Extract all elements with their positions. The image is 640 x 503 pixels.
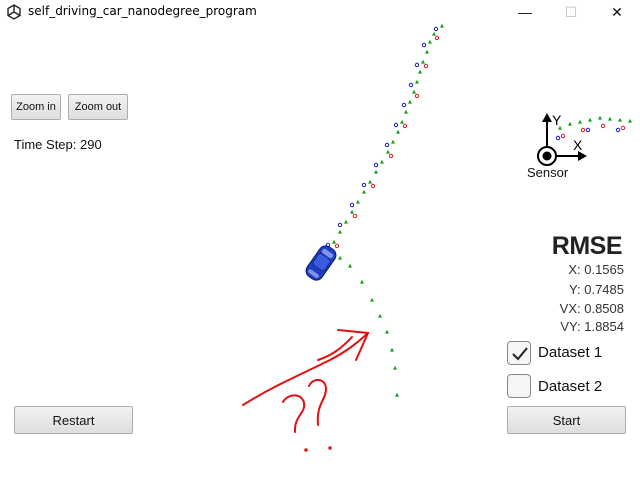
rmse-title: RMSE [551, 232, 623, 260]
estimate-marker [428, 39, 432, 44]
estimate-marker [344, 219, 348, 224]
dataset-1-checkbox[interactable] [507, 341, 531, 365]
dataset-1-label: Dataset 1 [538, 344, 603, 361]
estimate-marker [568, 121, 572, 126]
dataset-2-label: Dataset 2 [538, 378, 603, 395]
estimate-marker [404, 109, 408, 114]
lidar-marker [434, 35, 440, 41]
checkmark-icon [512, 347, 528, 361]
estimate-marker [386, 149, 390, 154]
estimate-marker [578, 119, 582, 124]
estimate-marker [618, 117, 622, 122]
start-button[interactable]: Start [507, 406, 626, 434]
sensor-label: Sensor [527, 165, 569, 180]
sensor-axes-icon [537, 113, 587, 166]
radar-marker [408, 82, 414, 88]
estimate-marker [608, 116, 612, 121]
lidar-marker [370, 183, 376, 189]
unity-icon [7, 4, 21, 20]
radar-marker [414, 62, 420, 68]
estimate-marker [385, 329, 389, 334]
estimate-marker [412, 89, 416, 94]
estimate-marker [415, 79, 419, 84]
lidar-marker [388, 153, 394, 159]
lidar-marker [580, 127, 586, 133]
rmse-vy-value: VY: 1.8854 [560, 319, 624, 334]
radar-marker [384, 142, 390, 148]
close-button[interactable]: ✕ [611, 3, 623, 20]
estimate-marker [338, 229, 342, 234]
radar-marker [555, 135, 561, 141]
radar-marker [361, 182, 367, 188]
radar-marker [433, 26, 439, 32]
lidar-marker [352, 213, 358, 219]
estimate-marker [338, 255, 342, 260]
lidar-marker [414, 93, 420, 99]
estimate-marker [356, 199, 360, 204]
car-icon [305, 245, 337, 281]
rmse-x-value: X: 0.1565 [568, 262, 624, 277]
estimate-marker [348, 263, 352, 268]
radar-marker [585, 127, 591, 133]
estimate-marker [362, 189, 366, 194]
dataset-2-checkbox[interactable] [507, 374, 531, 398]
radar-marker [615, 127, 621, 133]
estimate-marker [391, 139, 395, 144]
estimate-marker [440, 23, 444, 28]
measurement-track [325, 23, 632, 397]
estimate-marker [432, 31, 436, 36]
estimate-marker [421, 59, 425, 64]
estimate-marker [350, 209, 354, 214]
radar-marker [337, 222, 343, 228]
estimate-marker [332, 239, 336, 244]
radar-marker [401, 102, 407, 108]
minimize-button[interactable]: — [518, 4, 532, 20]
estimate-marker [558, 125, 562, 130]
estimate-marker [380, 159, 384, 164]
rmse-vx-value: VX: 0.8508 [559, 301, 624, 316]
rmse-y-value: Y: 0.7485 [569, 282, 624, 297]
sensor-axis-x-label: X [573, 137, 583, 153]
time-step-label: Time Step: 290 [14, 137, 102, 152]
lidar-marker [620, 125, 626, 131]
hand-drawn-arrow [242, 329, 370, 406]
zoom-in-button[interactable]: Zoom in [11, 94, 61, 120]
estimate-marker [378, 313, 382, 318]
estimate-marker [396, 129, 400, 134]
estimate-marker [360, 279, 364, 284]
estimate-marker [598, 115, 602, 120]
estimate-marker [425, 49, 429, 54]
zoom-out-button[interactable]: Zoom out [68, 94, 128, 120]
title-bar: self_driving_car_nanodegree_program — ☐ … [0, 0, 640, 24]
estimate-marker [390, 347, 394, 352]
estimate-marker [628, 118, 632, 123]
estimate-marker [393, 365, 397, 370]
estimate-marker [588, 117, 592, 122]
radar-marker [373, 162, 379, 168]
estimate-marker [400, 119, 404, 124]
hand-drawn-question-marks [282, 379, 332, 452]
lidar-marker [560, 133, 566, 139]
estimate-marker [408, 99, 412, 104]
lidar-marker [402, 123, 408, 129]
lidar-marker [423, 63, 429, 69]
sensor-axis-y-label: Y [552, 112, 562, 128]
window-title: self_driving_car_nanodegree_program [28, 4, 257, 18]
estimate-marker [368, 179, 372, 184]
estimate-marker [370, 297, 374, 302]
restart-button[interactable]: Restart [14, 406, 133, 434]
estimate-marker [374, 169, 378, 174]
maximize-button[interactable]: ☐ [564, 3, 578, 20]
estimate-marker [395, 392, 399, 397]
radar-marker [349, 202, 355, 208]
lidar-marker [600, 123, 606, 129]
lidar-marker [334, 243, 340, 249]
radar-marker [393, 122, 399, 128]
radar-marker [421, 42, 427, 48]
estimate-marker [418, 69, 422, 74]
